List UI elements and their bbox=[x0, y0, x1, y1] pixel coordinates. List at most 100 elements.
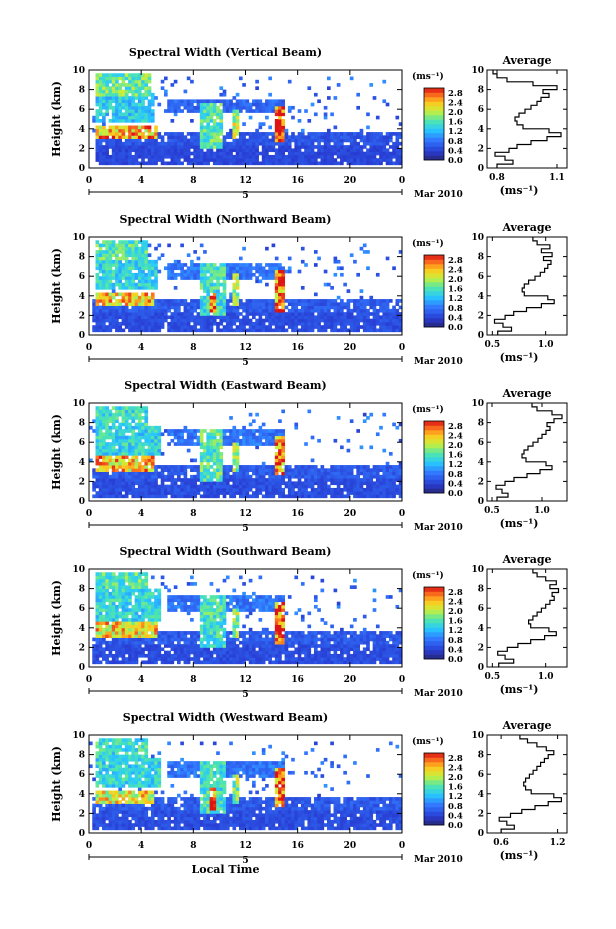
heatmap-cell bbox=[118, 614, 122, 619]
heatmap-cell bbox=[102, 585, 106, 589]
heatmap-cell bbox=[121, 315, 126, 320]
heatmap-cell bbox=[115, 328, 119, 333]
heatmap-cell bbox=[327, 141, 331, 146]
heatmap-cell bbox=[147, 269, 152, 274]
heatmap-cell bbox=[131, 250, 136, 254]
heatmap-cell bbox=[118, 631, 122, 635]
heatmap-cell bbox=[245, 305, 250, 310]
heatmap-cell bbox=[209, 266, 214, 271]
heatmap-cell bbox=[222, 158, 227, 162]
heatmap-cell bbox=[102, 79, 106, 84]
heatmap-cell bbox=[128, 151, 132, 156]
heatmap-cell bbox=[255, 308, 259, 313]
heatmap-cell bbox=[304, 465, 308, 469]
heatmap-cell bbox=[265, 115, 269, 120]
heatmap-cell bbox=[274, 455, 279, 459]
heatmap-cell bbox=[235, 148, 240, 153]
heatmap-cell bbox=[268, 276, 272, 280]
heatmap-cell bbox=[379, 135, 383, 139]
heatmap-cell bbox=[193, 299, 197, 303]
heatmap-cell bbox=[297, 468, 302, 472]
heatmap-cell bbox=[141, 478, 145, 482]
heatmap-cell bbox=[102, 595, 106, 599]
heatmap-cell bbox=[206, 445, 211, 450]
heatmap-cell bbox=[190, 102, 194, 107]
heatmap-cell bbox=[291, 491, 295, 495]
heatmap-cell bbox=[281, 435, 286, 440]
heatmap-cell bbox=[212, 272, 217, 277]
heatmap-cell bbox=[121, 585, 126, 589]
heatmap-cell bbox=[98, 582, 103, 586]
heatmap-cell bbox=[134, 474, 139, 479]
heatmap-cell bbox=[398, 250, 403, 254]
heatmap-cell bbox=[147, 145, 152, 149]
heatmap-cell bbox=[144, 419, 149, 423]
heatmap-cell bbox=[134, 598, 139, 603]
heatmap-cell bbox=[310, 468, 315, 472]
colorbar-tick-label: 2.0 bbox=[448, 275, 463, 285]
heatmap-cell bbox=[167, 276, 171, 280]
heatmap-cell bbox=[385, 102, 390, 107]
heatmap-cell bbox=[180, 468, 184, 472]
heatmap-cell bbox=[206, 138, 211, 143]
heatmap-cell bbox=[141, 102, 145, 107]
heatmap-cell bbox=[323, 302, 328, 306]
heatmap-cell bbox=[102, 650, 106, 655]
heatmap-cell bbox=[310, 154, 315, 159]
heatmap-cell bbox=[118, 132, 122, 136]
heatmap-cell bbox=[98, 318, 103, 323]
heatmap-cell bbox=[134, 657, 139, 661]
heatmap-cell bbox=[209, 302, 214, 306]
heatmap-cell bbox=[278, 295, 282, 300]
heatmap-cell bbox=[229, 321, 233, 326]
heatmap-cell bbox=[98, 494, 103, 499]
heatmap-cell bbox=[157, 299, 162, 303]
heatmap-cell bbox=[232, 145, 237, 149]
heatmap-cell bbox=[229, 474, 233, 479]
heatmap-cell bbox=[395, 145, 400, 149]
heatmap-cell bbox=[141, 315, 145, 320]
heatmap-cell bbox=[102, 487, 106, 492]
heatmap-cell bbox=[105, 318, 109, 323]
heatmap-cell bbox=[248, 312, 253, 316]
heatmap-cell bbox=[238, 474, 243, 479]
heatmap-cell bbox=[229, 99, 233, 104]
heatmap-cell bbox=[167, 135, 171, 139]
heatmap-cell bbox=[284, 484, 289, 489]
heatmap-cell bbox=[95, 458, 100, 463]
heatmap-cell bbox=[177, 266, 181, 271]
heatmap-cell bbox=[268, 442, 272, 446]
heatmap-cell bbox=[131, 328, 136, 333]
heatmap-cell bbox=[252, 154, 256, 159]
heatmap-cell bbox=[118, 151, 122, 156]
heatmap-cell bbox=[278, 448, 282, 453]
heatmap-cell bbox=[398, 135, 403, 139]
heatmap-cell bbox=[327, 321, 331, 326]
heatmap-cell bbox=[287, 145, 292, 149]
heatmap-cell bbox=[124, 621, 129, 625]
heatmap-cell bbox=[173, 145, 178, 149]
heatmap-cell bbox=[190, 119, 194, 123]
heatmap-cell bbox=[144, 412, 149, 417]
heatmap-cell bbox=[307, 138, 312, 143]
heatmap-cell bbox=[183, 154, 188, 159]
heatmap-cell bbox=[121, 299, 126, 303]
heatmap-cell bbox=[131, 465, 136, 469]
heatmap-cell bbox=[216, 295, 220, 300]
heatmap-cell bbox=[89, 425, 93, 430]
heatmap-cell bbox=[131, 325, 136, 329]
heatmap-cell bbox=[274, 478, 279, 482]
heatmap-cell bbox=[349, 161, 354, 166]
heatmap-cell bbox=[359, 132, 364, 136]
heatmap-cell bbox=[121, 435, 126, 440]
heatmap-cell bbox=[137, 119, 142, 123]
heatmap-cell bbox=[297, 109, 302, 113]
heatmap-cell bbox=[157, 158, 162, 162]
heatmap-cell bbox=[102, 657, 106, 661]
heatmap-cell bbox=[121, 105, 126, 110]
heatmap-cell bbox=[225, 305, 230, 310]
heatmap-cell bbox=[108, 432, 113, 437]
heatmap-cell bbox=[317, 491, 321, 495]
heatmap-cell bbox=[379, 468, 383, 472]
heatmap-cell bbox=[372, 328, 377, 333]
